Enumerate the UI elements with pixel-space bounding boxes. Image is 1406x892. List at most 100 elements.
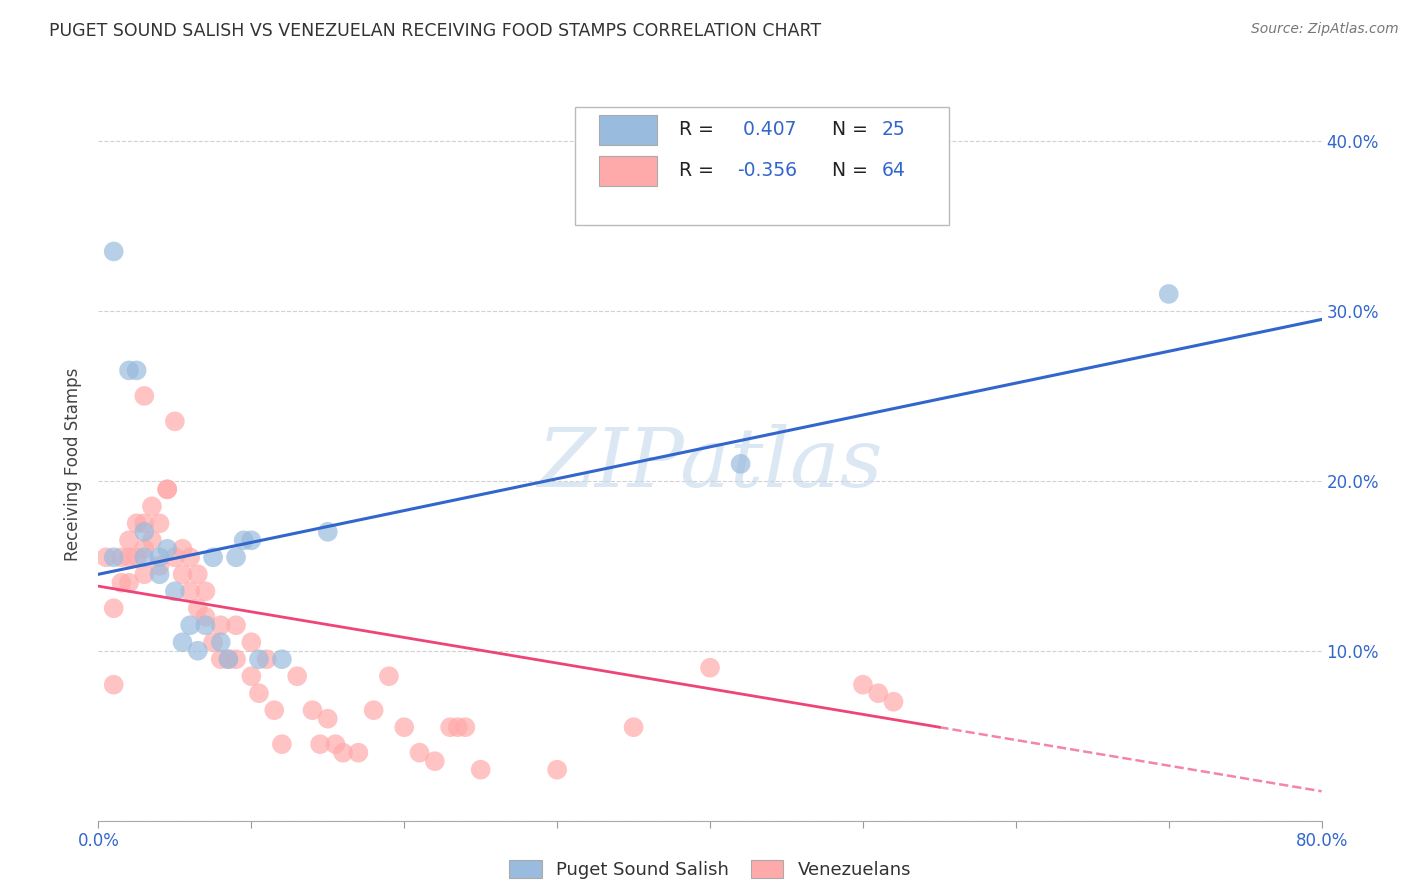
Point	[163, 584, 186, 599]
Point	[134, 541, 156, 556]
Point	[118, 575, 141, 590]
Point	[247, 652, 270, 666]
Point	[172, 635, 194, 649]
Point	[125, 363, 148, 377]
Point	[103, 244, 125, 259]
Point	[125, 516, 148, 531]
Point	[301, 703, 323, 717]
Point	[447, 720, 470, 734]
Point	[209, 618, 232, 632]
Text: -0.356: -0.356	[737, 161, 797, 180]
Point	[209, 652, 232, 666]
Point	[256, 652, 278, 666]
Point	[225, 550, 247, 565]
Point	[699, 661, 721, 675]
Text: R =: R =	[679, 161, 720, 180]
Point	[1157, 287, 1180, 301]
Point	[179, 584, 201, 599]
FancyBboxPatch shape	[575, 107, 949, 225]
Point	[118, 550, 141, 565]
Point	[217, 652, 239, 666]
Point	[125, 550, 148, 565]
Point	[439, 720, 461, 734]
Point	[118, 533, 141, 548]
Point	[247, 686, 270, 700]
Point	[163, 550, 186, 565]
Point	[347, 746, 370, 760]
Point	[156, 483, 179, 497]
Point	[470, 763, 492, 777]
Point	[285, 669, 308, 683]
Point	[172, 541, 194, 556]
Point	[623, 720, 645, 734]
Point	[270, 652, 292, 666]
Point	[316, 524, 339, 539]
Point	[134, 389, 156, 403]
Text: N =: N =	[832, 120, 875, 139]
Point	[149, 558, 172, 573]
Point	[454, 720, 477, 734]
Point	[225, 618, 247, 632]
Point	[868, 686, 890, 700]
Point	[172, 567, 194, 582]
Point	[134, 516, 156, 531]
Point	[187, 644, 209, 658]
Point	[163, 414, 186, 428]
Text: 0.407: 0.407	[737, 120, 796, 139]
Point	[194, 609, 217, 624]
Point	[141, 533, 163, 548]
Point	[309, 737, 332, 751]
Y-axis label: Receiving Food Stamps: Receiving Food Stamps	[65, 368, 83, 560]
Point	[363, 703, 385, 717]
Point	[103, 601, 125, 615]
Text: R =: R =	[679, 120, 720, 139]
Point	[194, 618, 217, 632]
Point	[141, 500, 163, 514]
Point	[270, 737, 292, 751]
Point	[103, 678, 125, 692]
Point	[187, 567, 209, 582]
Point	[149, 550, 172, 565]
Text: ZIPatlas: ZIPatlas	[537, 424, 883, 504]
Point	[225, 652, 247, 666]
Point	[149, 516, 172, 531]
Point	[134, 567, 156, 582]
Point	[730, 457, 752, 471]
Point	[156, 541, 179, 556]
Point	[179, 618, 201, 632]
Point	[134, 524, 156, 539]
Point	[134, 550, 156, 565]
Point	[423, 754, 446, 768]
Point	[202, 635, 225, 649]
Point	[118, 363, 141, 377]
Point	[240, 635, 263, 649]
Point	[240, 533, 263, 548]
Point	[217, 652, 239, 666]
Point	[546, 763, 568, 777]
Point	[194, 584, 217, 599]
Text: N =: N =	[832, 161, 875, 180]
Point	[110, 550, 132, 565]
Bar	[599, 115, 658, 145]
Text: 64: 64	[882, 161, 905, 180]
Point	[852, 678, 875, 692]
Point	[209, 635, 232, 649]
Point	[156, 483, 179, 497]
Point	[110, 575, 132, 590]
Point	[240, 669, 263, 683]
Point	[94, 550, 117, 565]
Point	[232, 533, 254, 548]
Text: Source: ZipAtlas.com: Source: ZipAtlas.com	[1251, 22, 1399, 37]
Text: 25: 25	[882, 120, 905, 139]
Point	[187, 601, 209, 615]
Point	[316, 712, 339, 726]
Point	[325, 737, 347, 751]
Point	[408, 746, 430, 760]
Point	[378, 669, 401, 683]
Point	[103, 550, 125, 565]
Point	[202, 550, 225, 565]
Point	[883, 695, 905, 709]
Text: PUGET SOUND SALISH VS VENEZUELAN RECEIVING FOOD STAMPS CORRELATION CHART: PUGET SOUND SALISH VS VENEZUELAN RECEIVI…	[49, 22, 821, 40]
Point	[179, 550, 201, 565]
Legend: Puget Sound Salish, Venezuelans: Puget Sound Salish, Venezuelans	[502, 853, 918, 887]
